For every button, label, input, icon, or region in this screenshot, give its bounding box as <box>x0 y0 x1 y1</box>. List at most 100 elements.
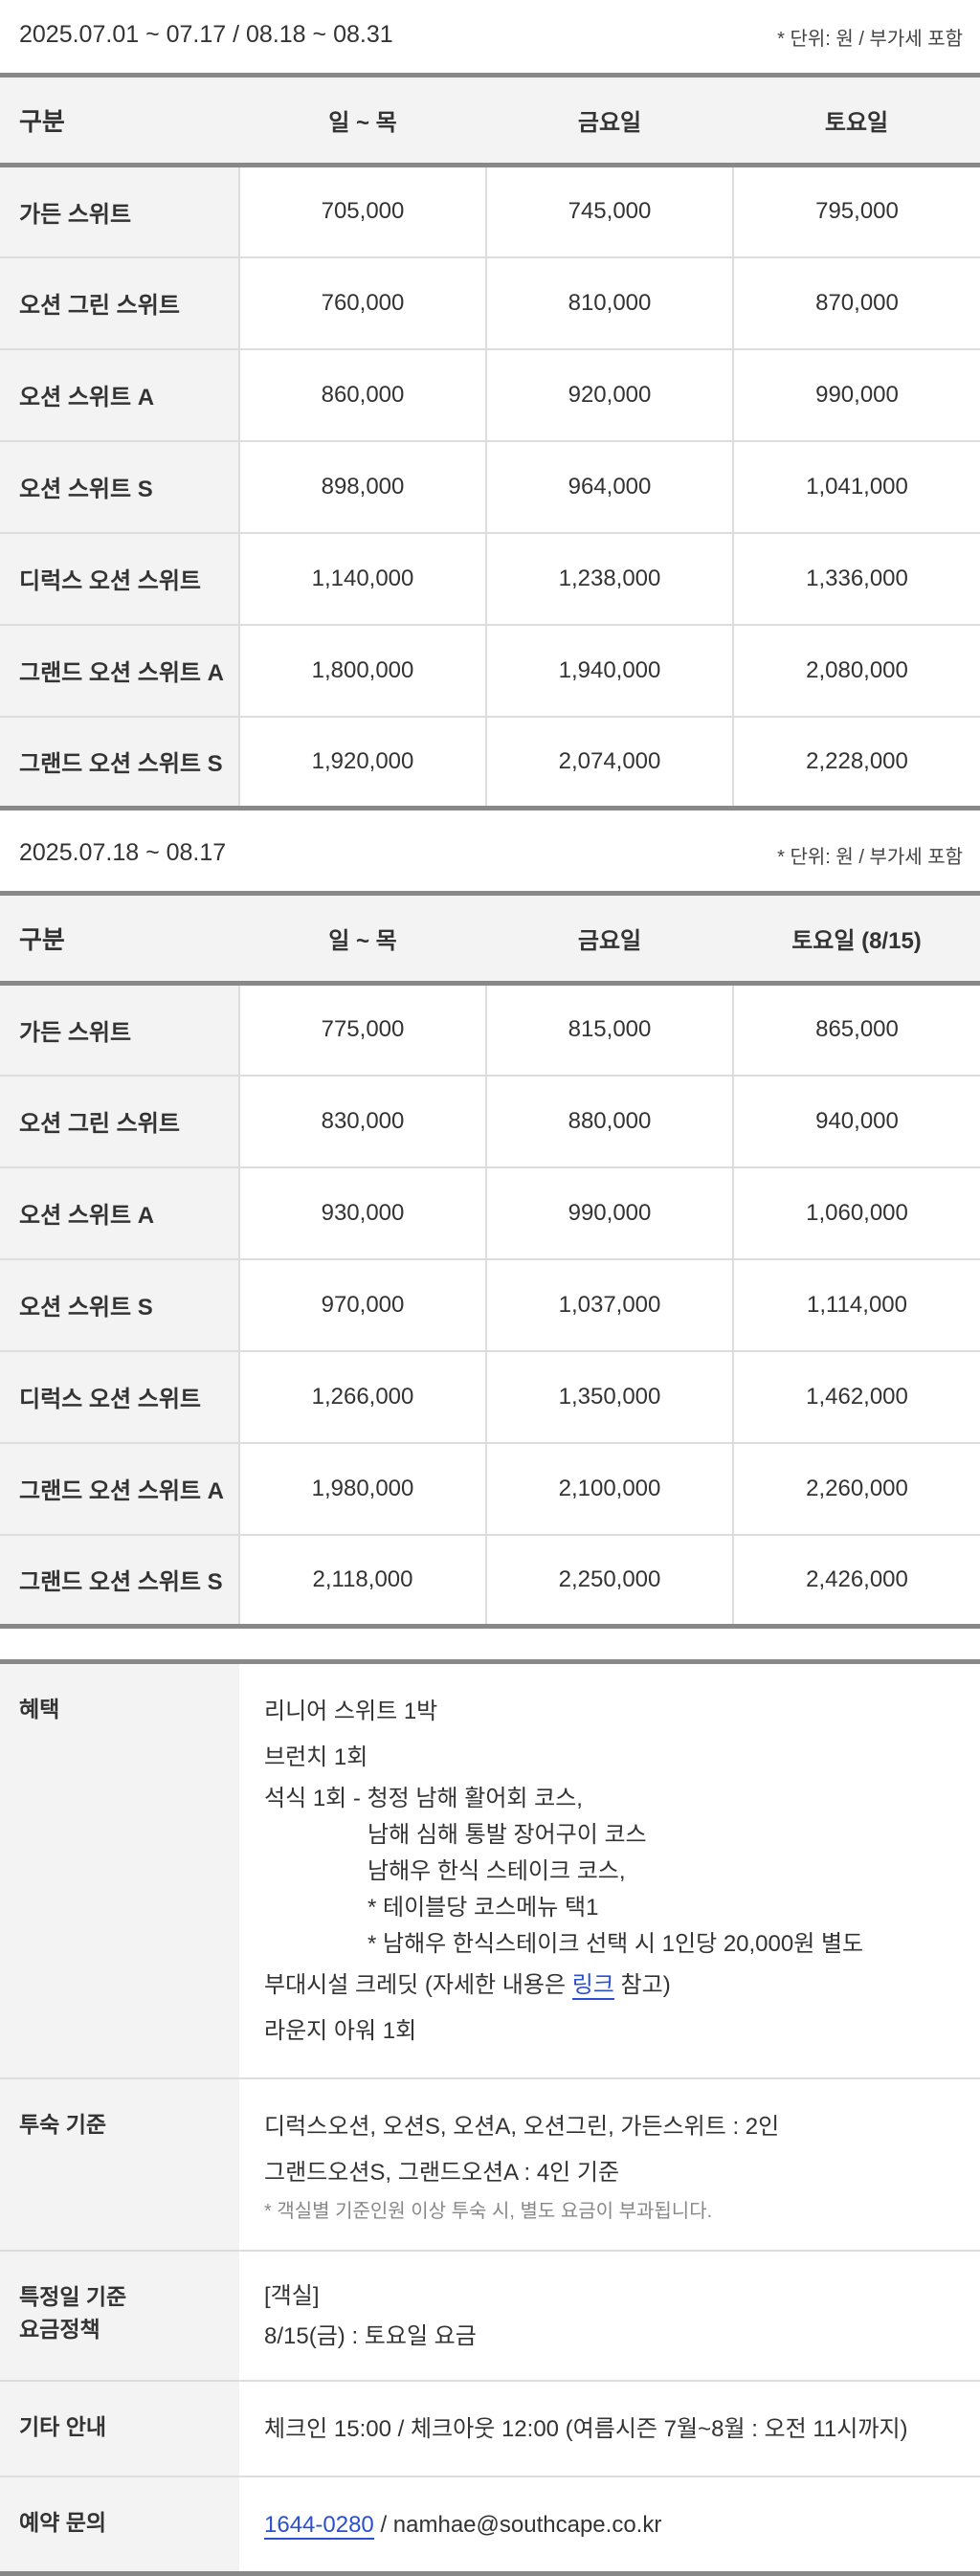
price-cell: 990,000 <box>485 1166 733 1260</box>
price-cell: 1,336,000 <box>732 532 980 626</box>
price-cell: 870,000 <box>732 256 980 350</box>
column-header: 일 ~ 목 <box>239 891 486 986</box>
room-type: 오션 그린 스위트 <box>0 256 239 350</box>
column-header: 금요일 <box>486 891 733 986</box>
room-type: 디럭스 오션 스위트 <box>0 1350 239 1444</box>
period-title: 2025.07.01 ~ 07.17 / 08.18 ~ 08.31 <box>19 21 393 48</box>
benefit-line: 남해 심해 통발 장어구이 코스 <box>368 1822 647 1848</box>
period-title: 2025.07.18 ~ 08.17 <box>19 839 227 866</box>
contact-line: 1644-0280 / namhae@southcape.co.kr <box>264 2502 980 2548</box>
benefit-line: 라운지 아워 1회 <box>264 2018 417 2044</box>
table-row: 그랜드 오션 스위트 S 1,920,000 2,074,000 2,228,000 <box>0 716 980 811</box>
credit-link[interactable]: 링크 <box>571 1972 614 2000</box>
period-header-1: 2025.07.01 ~ 07.17 / 08.18 ~ 08.31 * 단위:… <box>0 0 980 73</box>
info-label: 혜택 <box>0 1661 239 2079</box>
price-cell: 1,037,000 <box>485 1258 733 1352</box>
price-cell: 1,060,000 <box>732 1166 980 1260</box>
price-cell: 2,100,000 <box>485 1442 733 1536</box>
info-label: 투숙 기준 <box>0 2078 239 2252</box>
price-cell: 705,000 <box>238 165 486 258</box>
price-cell: 2,074,000 <box>485 716 733 811</box>
column-header: 구분 <box>0 73 239 167</box>
special-body: [객실] 8/15(금) : 토요일 요금 <box>239 2251 980 2382</box>
price-cell: 1,800,000 <box>238 624 486 718</box>
price-cell: 920,000 <box>485 348 733 442</box>
credit-text: 부대시설 크레딧 (자세한 내용은 <box>264 1972 572 1998</box>
benefit-line: 브런치 1회 <box>264 1744 368 1770</box>
benefit-line: 석식 1회 - 청정 남해 활어회 코스, <box>264 1786 583 1811</box>
table-header-row: 구분 일 ~ 목 금요일 토요일 <box>0 73 980 167</box>
info-label: 특정일 기준 요금정책 <box>0 2251 239 2382</box>
unit-note: * 단위: 원 / 부가세 포함 <box>777 847 963 868</box>
price-cell: 815,000 <box>485 983 733 1077</box>
price-cell: 2,118,000 <box>238 1534 486 1629</box>
price-cell: 930,000 <box>238 1166 486 1260</box>
table-row: 오션 스위트 S 898,000 964,000 1,041,000 <box>0 440 980 534</box>
price-cell: 964,000 <box>485 440 733 534</box>
table-row: 오션 그린 스위트 830,000 880,000 940,000 <box>0 1075 980 1168</box>
table-row: 그랜드 오션 스위트 S 2,118,000 2,250,000 2,426,000 <box>0 1534 980 1629</box>
room-type: 그랜드 오션 스위트 S <box>0 716 239 811</box>
room-type: 오션 스위트 S <box>0 440 239 534</box>
table-row: 가든 스위트 705,000 745,000 795,000 <box>0 165 980 258</box>
column-header: 토요일 (8/15) <box>733 891 980 986</box>
price-cell: 1,940,000 <box>485 624 733 718</box>
etc-body: 체크인 15:00 / 체크아웃 12:00 (여름시즌 7월~8월 : 오전 … <box>239 2381 980 2477</box>
special-line: [객실] <box>264 2283 320 2309</box>
price-cell: 990,000 <box>732 348 980 442</box>
room-type: 오션 스위트 A <box>0 348 239 442</box>
table-row: 오션 스위트 S 970,000 1,037,000 1,114,000 <box>0 1258 980 1352</box>
price-cell: 810,000 <box>485 256 733 350</box>
room-type: 디럭스 오션 스위트 <box>0 532 239 626</box>
price-cell: 1,140,000 <box>238 532 486 626</box>
table-header-row: 구분 일 ~ 목 금요일 토요일 (8/15) <box>0 891 980 986</box>
column-header: 구분 <box>0 891 239 986</box>
contact-body: 1644-0280 / namhae@southcape.co.kr <box>239 2476 980 2574</box>
etc-line: 체크인 15:00 / 체크아웃 12:00 (여름시즌 7월~8월 : 오전 … <box>264 2416 908 2442</box>
price-cell: 1,462,000 <box>732 1350 980 1444</box>
price-cell: 1,041,000 <box>732 440 980 534</box>
special-line: 8/15(금) : 토요일 요금 <box>264 2323 477 2349</box>
phone-link[interactable]: 1644-0280 <box>264 2512 374 2540</box>
info-label-line: 특정일 기준 <box>19 2284 127 2309</box>
room-type: 오션 그린 스위트 <box>0 1075 239 1168</box>
column-header: 금요일 <box>486 73 733 167</box>
rate-table-1: 구분 일 ~ 목 금요일 토요일 가든 스위트 705,000 745,000 795… <box>0 73 980 811</box>
price-cell: 1,114,000 <box>732 1258 980 1352</box>
rate-table-2: 구분 일 ~ 목 금요일 토요일 (8/15) 가든 스위트 775,000 815… <box>0 891 980 1629</box>
room-type: 그랜드 오션 스위트 S <box>0 1534 239 1629</box>
info-row-special: 특정일 기준 요금정책 [객실] 8/15(금) : 토요일 요금 <box>0 2251 980 2382</box>
price-cell: 2,250,000 <box>485 1534 733 1629</box>
benefit-line: 리니어 스위트 1박 <box>264 1699 438 1724</box>
price-cell: 940,000 <box>732 1075 980 1168</box>
info-row-etc: 기타 안내 체크인 15:00 / 체크아웃 12:00 (여름시즌 7월~8월… <box>0 2381 980 2477</box>
table-row: 오션 그린 스위트 760,000 810,000 870,000 <box>0 256 980 350</box>
price-cell: 898,000 <box>238 440 486 534</box>
table-row: 디럭스 오션 스위트 1,140,000 1,238,000 1,336,000 <box>0 532 980 626</box>
occupancy-line: 디럭스오션, 오션S, 오션A, 오션그린, 가든스위트 : 2인 <box>264 2114 780 2140</box>
price-cell: 865,000 <box>732 983 980 1077</box>
info-label: 예약 문의 <box>0 2476 239 2574</box>
period-header-2: 2025.07.18 ~ 08.17 * 단위: 원 / 부가세 포함 <box>0 818 980 891</box>
table-row: 가든 스위트 775,000 815,000 865,000 <box>0 983 980 1077</box>
column-header: 토요일 <box>733 73 980 167</box>
table-row: 오션 스위트 A 860,000 920,000 990,000 <box>0 348 980 442</box>
info-label-line: 요금정책 <box>19 2317 100 2342</box>
table-row: 오션 스위트 A 930,000 990,000 1,060,000 <box>0 1166 980 1260</box>
table-row: 디럭스 오션 스위트 1,266,000 1,350,000 1,462,000 <box>0 1350 980 1444</box>
room-type: 오션 스위트 A <box>0 1166 239 1260</box>
occupancy-note: * 객실별 기준인원 이상 투숙 시, 별도 요금이 부과됩니다. <box>264 2201 713 2222</box>
credit-text-end: 참고) <box>613 1972 671 1998</box>
table-row: 그랜드 오션 스위트 A 1,800,000 1,940,000 2,080,000 <box>0 624 980 718</box>
email-text[interactable]: namhae@southcape.co.kr <box>392 2512 662 2538</box>
column-header: 일 ~ 목 <box>239 73 486 167</box>
price-cell: 1,238,000 <box>485 532 733 626</box>
price-cell: 2,228,000 <box>732 716 980 811</box>
contact-separator: / <box>373 2512 393 2538</box>
info-table: 혜택 리니어 스위트 1박 브런치 1회 석식 1회 - 청정 남해 활어회 코… <box>0 1659 980 2576</box>
price-cell: 775,000 <box>238 983 486 1077</box>
price-cell: 2,426,000 <box>732 1534 980 1629</box>
price-cell: 745,000 <box>485 165 733 258</box>
unit-note: * 단위: 원 / 부가세 포함 <box>777 29 963 50</box>
price-cell: 880,000 <box>485 1075 733 1168</box>
